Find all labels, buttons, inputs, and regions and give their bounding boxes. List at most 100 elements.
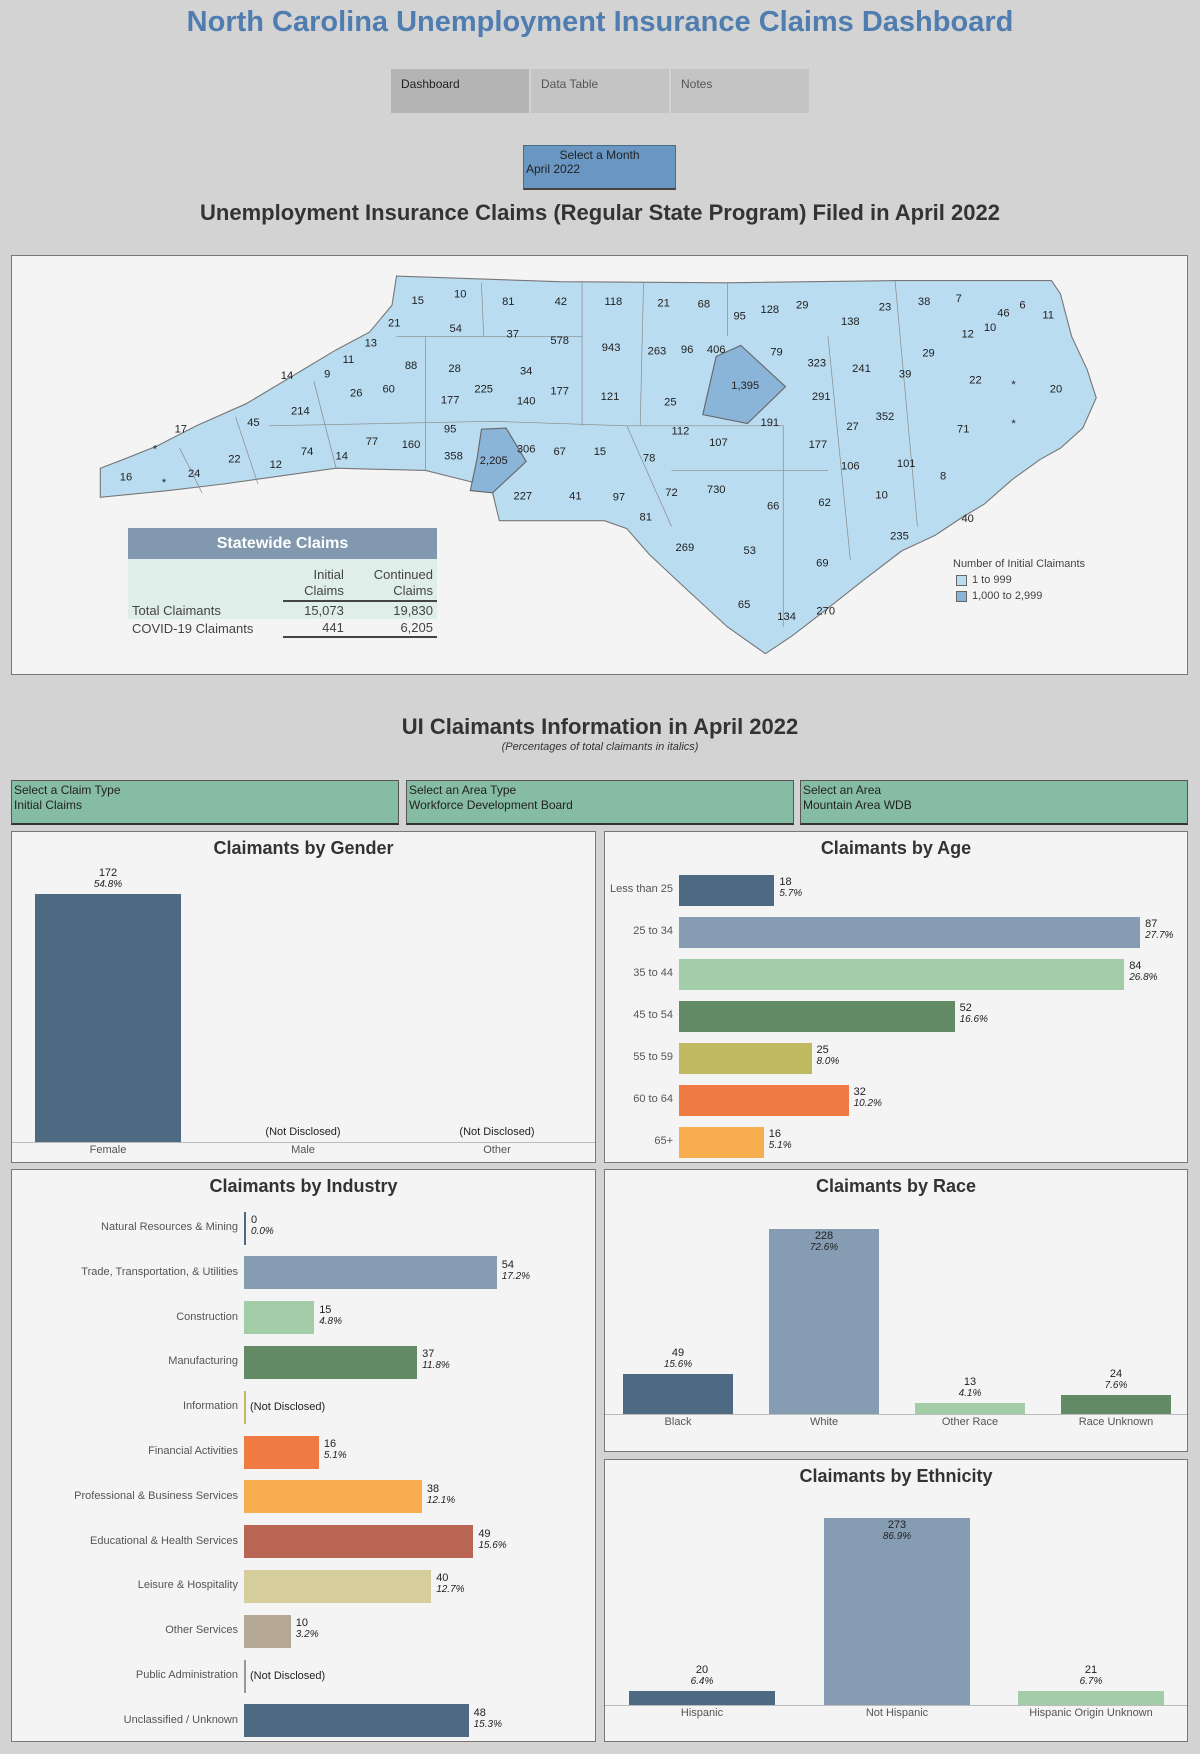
area-value: Mountain Area WDB	[803, 798, 912, 812]
continued-value: 6,205	[347, 619, 437, 638]
value-count: 24	[1109, 1367, 1123, 1380]
legend-label: 1 to 999	[972, 574, 1012, 586]
area-select[interactable]: Select an Area Mountain Area WDB	[800, 780, 1188, 825]
tab-data-table[interactable]: Data Table	[531, 69, 669, 113]
county-label: 10	[875, 489, 887, 501]
category-label: Other	[483, 1144, 511, 1156]
county-label: 134	[777, 611, 796, 623]
tab-notes[interactable]: Notes	[671, 69, 809, 113]
chart-title: Claimants by Age	[820, 838, 972, 858]
county-label: 38	[918, 296, 930, 308]
data-label: 25 8.0%	[817, 1044, 840, 1068]
statewide-title: Statewide Claims	[128, 528, 437, 559]
area-type-select[interactable]: Select an Area Type Workforce Developmen…	[406, 780, 794, 825]
county-label: 14	[336, 450, 348, 462]
claim-type-select[interactable]: Select a Claim Type Initial Claims	[11, 780, 399, 825]
data-label: 0 0.0%	[251, 1214, 274, 1238]
value-count: 32	[853, 1086, 866, 1098]
county-label: 13	[365, 337, 377, 349]
county-label: 97	[613, 492, 625, 504]
info-section-note: (Percentages of total claimants in itali…	[501, 741, 699, 753]
county-label: 95	[444, 423, 456, 435]
value-percent: 17.2%	[501, 1270, 531, 1282]
county-label: 67	[553, 446, 565, 458]
county-label: 79	[770, 346, 782, 358]
month-select[interactable]: Select a Month April 2022	[523, 145, 676, 190]
county-label: 60	[382, 383, 394, 395]
county-label: 128	[761, 304, 780, 316]
data-label: 18 5.7%	[779, 876, 802, 900]
county-label: 140	[517, 396, 536, 408]
county-label: 10	[984, 322, 996, 334]
area-type-value: Workforce Development Board	[409, 798, 573, 812]
county-label: 12	[270, 459, 282, 471]
county-label: 306	[517, 444, 536, 456]
value-count: 18	[779, 876, 792, 888]
continued-value: 19,830	[347, 600, 437, 619]
tab-dashboard[interactable]: Dashboard	[391, 69, 529, 113]
nc-state-shape	[99, 275, 1097, 655]
bar-axis-tick	[244, 1659, 246, 1693]
county-label: 578	[550, 335, 569, 347]
county-label: 27	[846, 421, 858, 433]
gender-chart: Female 172 54.8% Male (Not Disclosed) Other (N…	[12, 832, 595, 1162]
county-label: *	[1011, 379, 1016, 391]
bar	[244, 1345, 418, 1379]
county-label: 138	[841, 316, 860, 328]
data-label: 48 15.3%	[474, 1707, 502, 1731]
county-label: 21	[657, 297, 669, 309]
bar-axis-tick	[244, 1390, 246, 1424]
category-label: Public Administration	[135, 1669, 238, 1681]
county-label: *	[162, 477, 167, 489]
data-label: 228 72.6%	[784, 1230, 864, 1254]
data-label: 172 54.8%	[68, 867, 148, 891]
county-label: 46	[997, 307, 1009, 319]
row-label: COVID-19 Claimants	[128, 619, 283, 637]
value-count: 84	[1129, 960, 1142, 972]
bar	[244, 1301, 315, 1335]
month-select-label: Select a Month	[559, 148, 640, 162]
area-label: Select an Area	[803, 783, 882, 797]
bar	[915, 1403, 1025, 1414]
county-label: 29	[922, 348, 934, 360]
legend-swatch	[956, 574, 967, 586]
bar	[679, 1084, 849, 1116]
county-label: 39	[899, 369, 911, 381]
data-label: 24 7.6%	[1076, 1368, 1156, 1392]
county-label: 7	[956, 293, 962, 305]
county-label: 121	[601, 391, 620, 403]
value-count: 37	[422, 1348, 435, 1361]
value-percent: 15.6%	[663, 1359, 693, 1371]
value-percent: 0.0%	[251, 1226, 274, 1237]
county-label: 106	[841, 460, 860, 472]
age-chart: Less than 25 18 5.7% 25 to 34 87 27.7% 35 to 4…	[605, 832, 1187, 1162]
value-percent: 12.7%	[436, 1584, 465, 1596]
claim-type-label: Select a Claim Type	[14, 783, 121, 797]
value-percent: 6.7%	[1079, 1675, 1103, 1687]
not-disclosed-label: (Not Disclosed)	[459, 1126, 535, 1138]
county-label: 81	[502, 296, 514, 308]
bar	[679, 958, 1125, 990]
value-percent: 6.4%	[690, 1676, 714, 1688]
value-percent: 10.2%	[853, 1098, 882, 1109]
chart-title: Claimants by Gender	[213, 838, 394, 858]
value-count: 172	[98, 867, 118, 880]
county-label: 323	[807, 358, 826, 370]
county-label: 24	[188, 468, 200, 480]
data-label: 87 27.7%	[1145, 918, 1173, 942]
chart-title: Claimants by Industry	[209, 1176, 398, 1196]
county-label: 8	[940, 470, 946, 482]
county-label: 65	[738, 599, 750, 611]
value-count: 13	[963, 1376, 977, 1389]
value-percent: 26.8%	[1129, 972, 1158, 983]
value-percent: 5.1%	[323, 1450, 347, 1461]
data-label: 38 12.1%	[427, 1483, 455, 1507]
value-percent: 86.9%	[882, 1531, 912, 1543]
value-percent: 72.6%	[809, 1242, 839, 1254]
category-label: 25 to 34	[633, 925, 673, 937]
category-label: 60 to 64	[633, 1093, 673, 1105]
data-label: 49 15.6%	[478, 1528, 506, 1552]
map-section-title: Unemployment Insurance Claims (Regular S…	[200, 200, 1000, 225]
dashboard-title: North Carolina Unemployment Insurance Cl…	[186, 6, 1014, 38]
county-label: 53	[744, 545, 756, 557]
